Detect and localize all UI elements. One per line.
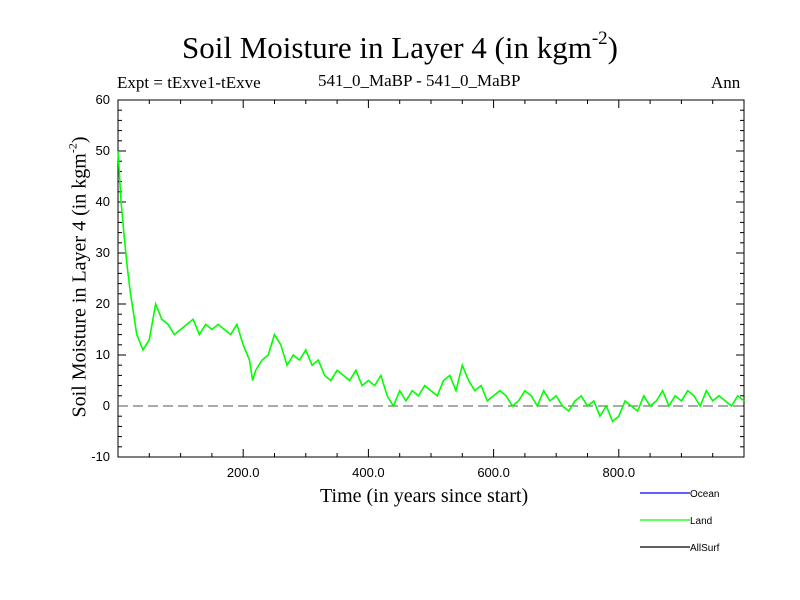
y-tick-label: 30	[96, 245, 110, 260]
season-label: Ann	[711, 73, 741, 92]
y-tick-labels: -10 0 10 20 30 40 50 60	[91, 92, 110, 464]
experiment-label: Expt = tExve1-tExve	[117, 73, 261, 92]
chart-subtitle: 541_0_MaBP - 541_0_MaBP	[318, 71, 521, 90]
y-tick-label: 50	[96, 143, 110, 158]
legend: Ocean Land AllSurf	[640, 489, 720, 554]
x-tick-label: 800.0	[603, 465, 636, 480]
y-tick-label: 40	[96, 194, 110, 209]
legend-label-allsurf: AllSurf	[690, 543, 720, 554]
y-tick-label: 60	[96, 92, 110, 107]
series-line-land	[117, 150, 745, 423]
legend-label-land: Land	[690, 516, 712, 527]
x-tick-label: 400.0	[352, 465, 385, 480]
y-tick-label: 20	[96, 296, 110, 311]
data-series	[117, 150, 745, 423]
y-tick-label: 0	[103, 398, 110, 413]
x-tick-label: 600.0	[477, 465, 510, 480]
chart-title: Soil Moisture in Layer 4 (in kgm-2)	[182, 28, 618, 65]
axis-ticks	[118, 99, 744, 458]
x-tick-label: 200.0	[227, 465, 260, 480]
plot-frame	[117, 99, 745, 458]
y-tick-label: -10	[91, 449, 110, 464]
y-tick-label: 10	[96, 347, 110, 362]
x-tick-labels: 200.0 400.0 600.0 800.0	[227, 465, 635, 480]
legend-label-ocean: Ocean	[690, 489, 719, 500]
x-axis-label: Time (in years since start)	[320, 485, 529, 507]
